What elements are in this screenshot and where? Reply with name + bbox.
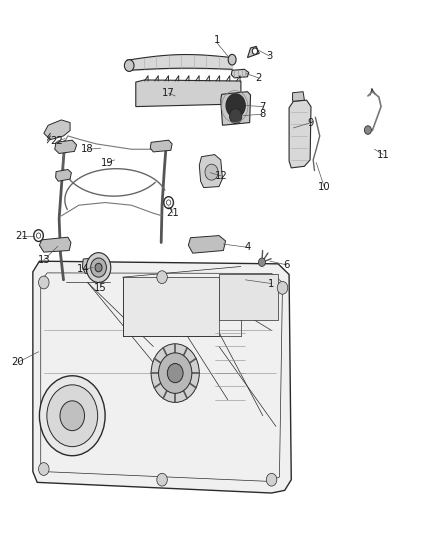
- Text: 8: 8: [260, 109, 266, 119]
- Circle shape: [277, 281, 288, 294]
- Text: 17: 17: [162, 88, 175, 98]
- Circle shape: [266, 473, 277, 486]
- Text: 21: 21: [15, 231, 28, 240]
- Circle shape: [151, 344, 199, 402]
- Circle shape: [34, 230, 43, 241]
- Polygon shape: [55, 140, 77, 154]
- Text: 11: 11: [377, 150, 390, 159]
- Polygon shape: [56, 169, 71, 181]
- Text: 13: 13: [38, 255, 50, 265]
- Circle shape: [60, 401, 85, 431]
- Circle shape: [205, 164, 218, 180]
- Circle shape: [39, 376, 105, 456]
- Text: 19: 19: [101, 158, 114, 167]
- Text: 10: 10: [318, 182, 330, 191]
- Polygon shape: [188, 236, 226, 253]
- Polygon shape: [231, 69, 249, 78]
- Text: 20: 20: [11, 358, 24, 367]
- Text: 7: 7: [260, 102, 266, 111]
- Polygon shape: [123, 277, 219, 336]
- Text: 9: 9: [308, 118, 314, 127]
- Circle shape: [36, 233, 41, 238]
- Circle shape: [159, 353, 192, 393]
- Polygon shape: [219, 274, 278, 320]
- Circle shape: [252, 48, 258, 54]
- Polygon shape: [221, 92, 251, 125]
- Circle shape: [258, 258, 265, 266]
- Ellipse shape: [228, 54, 236, 65]
- Circle shape: [47, 385, 98, 447]
- Circle shape: [39, 463, 49, 475]
- Polygon shape: [199, 155, 223, 188]
- Polygon shape: [39, 237, 71, 252]
- Text: 21: 21: [166, 208, 180, 218]
- Circle shape: [157, 473, 167, 486]
- Circle shape: [95, 263, 102, 272]
- Circle shape: [86, 253, 111, 282]
- Polygon shape: [289, 100, 311, 168]
- Circle shape: [164, 197, 173, 208]
- Text: 12: 12: [215, 171, 228, 181]
- Text: 3: 3: [266, 51, 272, 61]
- Circle shape: [166, 200, 171, 205]
- Polygon shape: [44, 120, 70, 140]
- Text: 14: 14: [77, 264, 89, 274]
- Text: 6: 6: [284, 260, 290, 270]
- Polygon shape: [247, 46, 259, 58]
- Polygon shape: [82, 257, 110, 273]
- Circle shape: [39, 276, 49, 289]
- Text: 1: 1: [268, 279, 275, 288]
- Text: 1: 1: [214, 35, 220, 45]
- Text: 22: 22: [50, 136, 64, 146]
- Text: 15: 15: [94, 283, 107, 293]
- Polygon shape: [136, 80, 241, 107]
- Text: 4: 4: [244, 243, 251, 252]
- Text: 2: 2: [255, 73, 261, 83]
- Circle shape: [230, 109, 242, 124]
- Polygon shape: [150, 140, 172, 152]
- Circle shape: [364, 126, 371, 134]
- Polygon shape: [293, 92, 304, 101]
- Text: 18: 18: [81, 144, 94, 154]
- Polygon shape: [33, 261, 291, 493]
- Circle shape: [226, 94, 245, 117]
- Circle shape: [167, 364, 183, 383]
- Ellipse shape: [124, 60, 134, 71]
- Circle shape: [91, 258, 106, 277]
- Circle shape: [157, 271, 167, 284]
